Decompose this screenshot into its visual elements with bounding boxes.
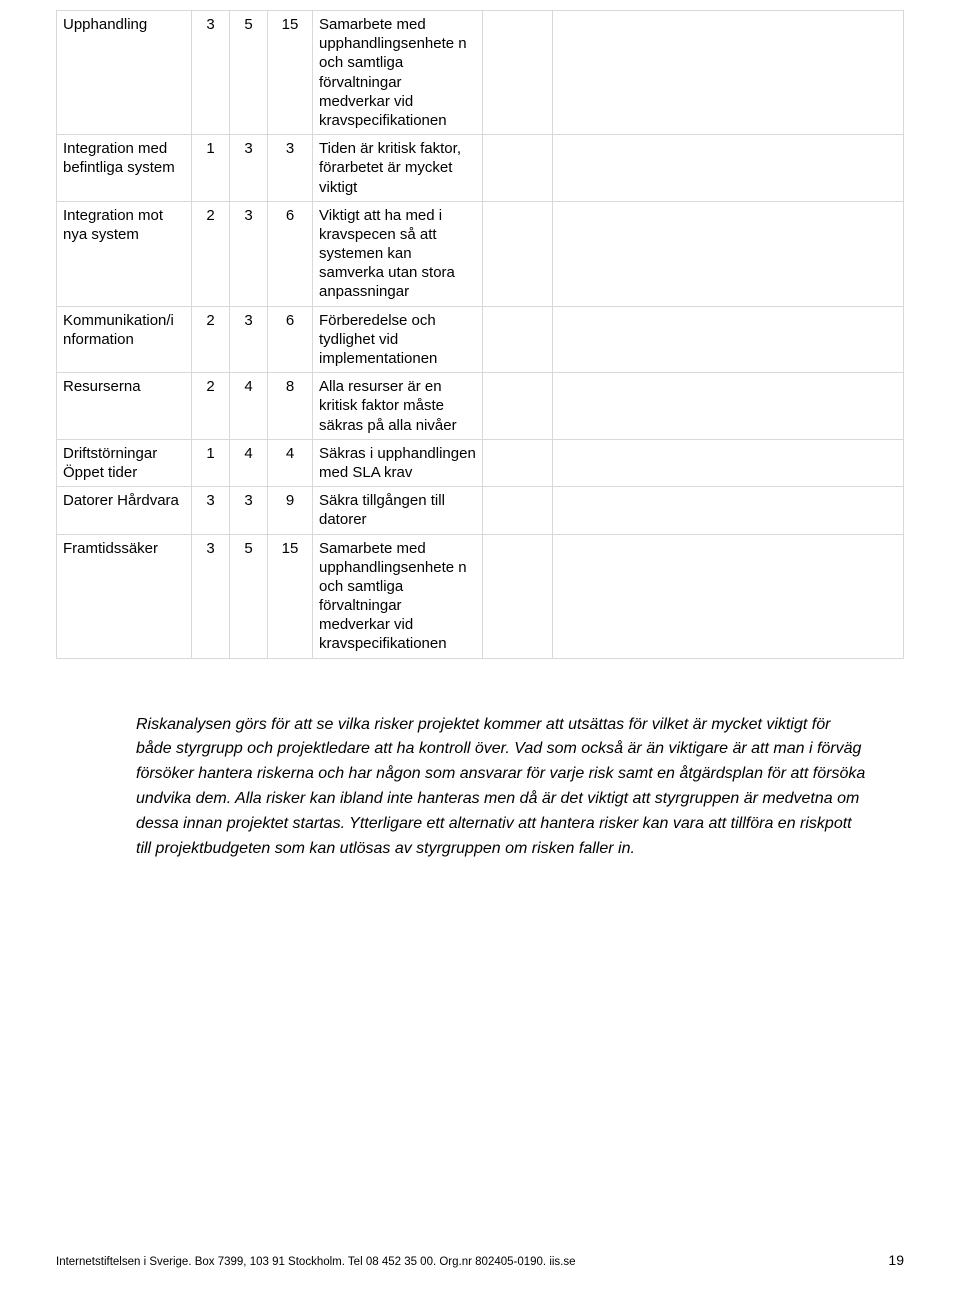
row-label: Driftstörningar Öppet tider bbox=[57, 439, 192, 486]
row-val2: 3 bbox=[230, 306, 268, 373]
row-val1: 2 bbox=[192, 306, 230, 373]
row-val1: 3 bbox=[192, 487, 230, 534]
row-val3: 6 bbox=[268, 201, 313, 306]
row-c6 bbox=[553, 534, 904, 658]
row-c5 bbox=[483, 487, 553, 534]
row-c6 bbox=[553, 439, 904, 486]
row-desc: Säkras i upphandlingen med SLA krav bbox=[313, 439, 483, 486]
row-c5 bbox=[483, 306, 553, 373]
page-number: 19 bbox=[888, 1252, 904, 1268]
row-c5 bbox=[483, 439, 553, 486]
row-val1: 3 bbox=[192, 11, 230, 135]
row-c5 bbox=[483, 11, 553, 135]
table-row: Framtidssäker 3 5 15 Samarbete med uppha… bbox=[57, 534, 904, 658]
row-val3: 6 bbox=[268, 306, 313, 373]
row-c6 bbox=[553, 487, 904, 534]
row-val3: 4 bbox=[268, 439, 313, 486]
row-c6 bbox=[553, 11, 904, 135]
risk-table: Upphandling 3 5 15 Samarbete med upphand… bbox=[56, 10, 904, 659]
row-desc: Viktigt att ha med i kravspecen så att s… bbox=[313, 201, 483, 306]
row-desc: Samarbete med upphandlingsenhete n och s… bbox=[313, 11, 483, 135]
row-c6 bbox=[553, 306, 904, 373]
table-row: Datorer Hårdvara 3 3 9 Säkra tillgången … bbox=[57, 487, 904, 534]
row-val3: 15 bbox=[268, 11, 313, 135]
row-label: Upphandling bbox=[57, 11, 192, 135]
table-row: Kommunikation/i nformation 2 3 6 Förbere… bbox=[57, 306, 904, 373]
row-c5 bbox=[483, 135, 553, 202]
row-val3: 15 bbox=[268, 534, 313, 658]
row-val3: 9 bbox=[268, 487, 313, 534]
row-desc: Tiden är kritisk faktor, förarbetet är m… bbox=[313, 135, 483, 202]
row-desc: Samarbete med upphandlingsenhete n och s… bbox=[313, 534, 483, 658]
body-paragraph: Riskanalysen görs för att se vilka riske… bbox=[136, 713, 868, 862]
row-label: Kommunikation/i nformation bbox=[57, 306, 192, 373]
row-val1: 3 bbox=[192, 534, 230, 658]
row-val2: 4 bbox=[230, 439, 268, 486]
table-row: Upphandling 3 5 15 Samarbete med upphand… bbox=[57, 11, 904, 135]
row-c5 bbox=[483, 534, 553, 658]
row-val1: 1 bbox=[192, 439, 230, 486]
row-label: Integration mot nya system bbox=[57, 201, 192, 306]
row-desc: Alla resurser är en kritisk faktor måste… bbox=[313, 373, 483, 440]
row-label: Resurserna bbox=[57, 373, 192, 440]
table-row: Integration mot nya system 2 3 6 Viktigt… bbox=[57, 201, 904, 306]
table-row: Resurserna 2 4 8 Alla resurser är en kri… bbox=[57, 373, 904, 440]
row-val1: 1 bbox=[192, 135, 230, 202]
row-val2: 5 bbox=[230, 11, 268, 135]
row-c5 bbox=[483, 201, 553, 306]
row-c5 bbox=[483, 373, 553, 440]
row-c6 bbox=[553, 201, 904, 306]
page-footer: Internetstiftelsen i Sverige. Box 7399, … bbox=[56, 1252, 904, 1268]
row-desc: Säkra tillgången till datorer bbox=[313, 487, 483, 534]
footer-text: Internetstiftelsen i Sverige. Box 7399, … bbox=[56, 1256, 576, 1268]
row-val2: 5 bbox=[230, 534, 268, 658]
row-val1: 2 bbox=[192, 201, 230, 306]
page-container: Upphandling 3 5 15 Samarbete med upphand… bbox=[0, 0, 960, 1294]
table-row: Driftstörningar Öppet tider 1 4 4 Säkras… bbox=[57, 439, 904, 486]
row-val2: 3 bbox=[230, 201, 268, 306]
row-desc: Förberedelse och tydlighet vid implement… bbox=[313, 306, 483, 373]
table-row: Integration med befintliga system 1 3 3 … bbox=[57, 135, 904, 202]
row-val3: 8 bbox=[268, 373, 313, 440]
row-label: Datorer Hårdvara bbox=[57, 487, 192, 534]
row-label: Framtidssäker bbox=[57, 534, 192, 658]
row-val2: 4 bbox=[230, 373, 268, 440]
row-c6 bbox=[553, 135, 904, 202]
row-val1: 2 bbox=[192, 373, 230, 440]
row-val2: 3 bbox=[230, 135, 268, 202]
row-val3: 3 bbox=[268, 135, 313, 202]
row-c6 bbox=[553, 373, 904, 440]
row-val2: 3 bbox=[230, 487, 268, 534]
row-label: Integration med befintliga system bbox=[57, 135, 192, 202]
